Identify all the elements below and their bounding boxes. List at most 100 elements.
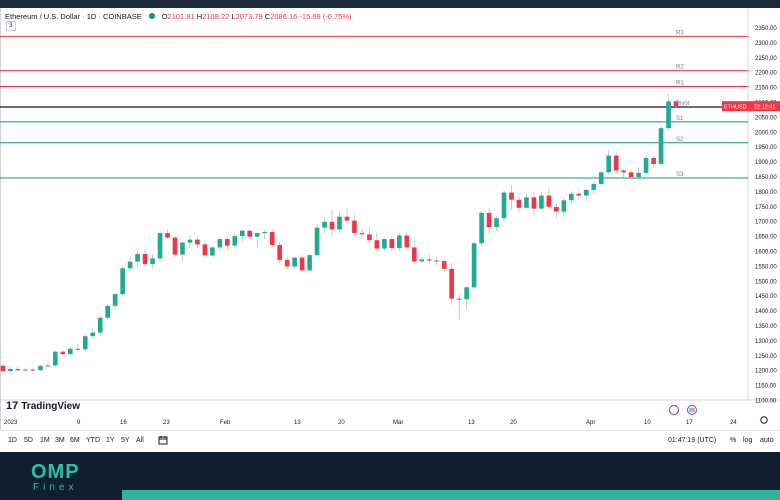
- candle-body: [591, 183, 597, 190]
- close-value: 2086.16: [270, 11, 298, 21]
- candle-body: [195, 239, 200, 245]
- candle-body: [45, 365, 51, 367]
- price-tick-label: 1650.00: [755, 235, 777, 241]
- time-tick-label: Apr: [586, 420, 595, 426]
- candle-body: [449, 268, 454, 299]
- candle-body: [127, 261, 133, 269]
- candle-body: [636, 172, 641, 178]
- candle-body: [142, 253, 148, 265]
- bottom-toolbar: 1D 5D 1M 3M 6M YTD 1Y 5Y All 01:47:19 (U…: [0, 430, 780, 452]
- open-value: 2101.81: [167, 11, 195, 21]
- timeframe-1d[interactable]: 1D: [8, 437, 17, 444]
- candle-body: [337, 216, 342, 230]
- candle-body: [576, 193, 582, 196]
- level-label-s2: S2: [676, 137, 684, 143]
- candle-body: [254, 233, 260, 237]
- time-tick-label: 24: [730, 420, 737, 426]
- candle-body: [284, 259, 290, 267]
- level-label-r1: R1: [676, 80, 684, 86]
- candle-body: [180, 242, 185, 255]
- candle-body: [673, 101, 679, 107]
- candle-body: [666, 101, 671, 129]
- ohlc-values: O2101.81 H2108.22 L2073.79 C2086.16 -15.…: [161, 11, 352, 21]
- candle-body: [322, 221, 327, 228]
- low-value: 2073.79: [235, 11, 263, 21]
- timeframe-5d[interactable]: 5D: [24, 437, 33, 444]
- price-tick-label: 1350.00: [755, 324, 777, 330]
- candle-body: [367, 234, 372, 241]
- candle-body: [344, 216, 350, 221]
- candle-body: [441, 261, 447, 269]
- tradingview-mark-icon: 17: [6, 400, 19, 412]
- timeframe-all[interactable]: All: [136, 437, 144, 444]
- candle-body: [307, 255, 312, 271]
- price-tick-label: 1600.00: [755, 249, 777, 255]
- price-tick-label: 2250.00: [755, 56, 777, 62]
- auto-toggle[interactable]: auto: [760, 437, 774, 444]
- candle-body: [434, 260, 440, 262]
- candle-body: [299, 257, 305, 271]
- percent-toggle[interactable]: %: [730, 437, 737, 444]
- time-tick-label: 20: [338, 420, 345, 426]
- timeframe-1y[interactable]: 1Y: [106, 437, 115, 444]
- date-range-icon[interactable]: [158, 435, 168, 447]
- time-tick-label: 2023: [4, 420, 18, 426]
- timeframe-6m[interactable]: 6M: [70, 437, 80, 444]
- price-tick-label: 1250.00: [755, 354, 777, 360]
- market-status-icon: [148, 13, 155, 19]
- candle-body: [82, 336, 88, 350]
- time-tick-label: Mar: [393, 420, 403, 426]
- candle-body: [202, 244, 208, 256]
- candle-body: [15, 369, 21, 371]
- price-tick-label: 1400.00: [755, 309, 777, 315]
- utc-clock[interactable]: 01:47:19 (UTC): [668, 437, 717, 444]
- candle-body: [531, 197, 537, 209]
- symbol-title[interactable]: Ethereum / U.S. Dollar · 1D · COINBASE: [5, 11, 142, 21]
- timeframe-1m[interactable]: 1M: [40, 437, 50, 444]
- candle-body: [8, 369, 13, 372]
- candle-body: [621, 170, 626, 173]
- candle-body: [359, 233, 365, 235]
- candle-body: [75, 348, 81, 350]
- price-tick-label: 1750.00: [755, 205, 777, 211]
- indicator-count-badge[interactable]: 3: [6, 21, 16, 31]
- candle-body: [411, 247, 417, 262]
- price-tick-label: 2050.00: [755, 115, 777, 121]
- timeframe-ytd[interactable]: YTD: [86, 437, 100, 444]
- candle-body: [598, 172, 604, 184]
- candle-body: [546, 195, 552, 207]
- level-label-r3: R3: [676, 30, 684, 36]
- candle-body: [23, 369, 28, 371]
- candle-body: [419, 259, 425, 262]
- candle-body: [539, 195, 544, 209]
- candle-body: [314, 227, 320, 256]
- high-value: 2108.22: [202, 11, 230, 21]
- price-tick-label: 2300.00: [755, 41, 777, 47]
- timeframe-3m[interactable]: 3M: [55, 437, 65, 444]
- price-chart[interactable]: 2350.002300.002250.002200.002150.002100.…: [0, 8, 780, 430]
- candle-body: [120, 268, 125, 295]
- candle-body: [456, 298, 462, 300]
- candle-body: [561, 200, 567, 212]
- level-label-s3: S3: [676, 172, 684, 178]
- candle-body: [262, 231, 268, 234]
- log-toggle[interactable]: log: [743, 437, 753, 444]
- price-tick-label: 1150.00: [755, 384, 777, 390]
- price-tick-label: 2200.00: [755, 71, 777, 77]
- candle-body: [382, 239, 387, 249]
- candle-body: [97, 317, 103, 333]
- timeframe-5y[interactable]: 5Y: [121, 437, 130, 444]
- candle-body: [479, 212, 484, 244]
- candle-body: [217, 239, 223, 248]
- change-value: -15.69 (-0.75%): [299, 11, 352, 21]
- candle-body: [651, 157, 656, 164]
- last-price-time: 22:12:41: [754, 105, 775, 111]
- time-tick-label: 9: [77, 420, 81, 426]
- candle-body: [172, 237, 178, 255]
- price-tick-label: 2000.00: [755, 130, 777, 136]
- candle-body: [292, 257, 297, 267]
- price-tick-label: 2150.00: [755, 86, 777, 92]
- candle-body: [389, 239, 395, 248]
- candle-body: [509, 192, 514, 200]
- candle-body: [150, 258, 155, 265]
